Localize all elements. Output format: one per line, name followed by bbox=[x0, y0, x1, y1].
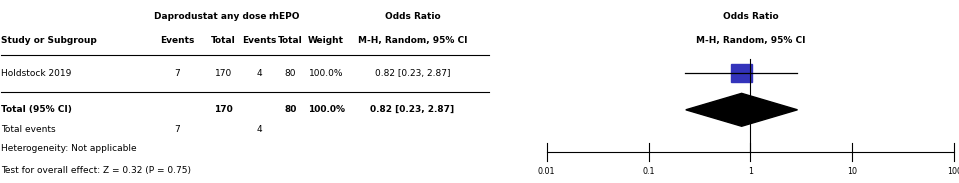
Text: Odds Ratio: Odds Ratio bbox=[722, 12, 779, 21]
Text: 170: 170 bbox=[214, 105, 233, 114]
Text: Events: Events bbox=[242, 36, 276, 45]
Text: 0.82 [0.23, 2.87]: 0.82 [0.23, 2.87] bbox=[375, 69, 450, 78]
Text: Total (95% CI): Total (95% CI) bbox=[1, 105, 72, 114]
Text: 100.0%: 100.0% bbox=[308, 105, 344, 114]
Text: 4: 4 bbox=[256, 69, 262, 78]
Text: Total: Total bbox=[278, 36, 303, 45]
Text: 0.82 [0.23, 2.87]: 0.82 [0.23, 2.87] bbox=[370, 105, 455, 114]
Bar bbox=[731, 64, 752, 82]
Text: 1: 1 bbox=[748, 167, 753, 175]
Text: Odds Ratio: Odds Ratio bbox=[385, 12, 440, 21]
Text: Total: Total bbox=[211, 36, 236, 45]
Text: Study or Subgroup: Study or Subgroup bbox=[1, 36, 97, 45]
Polygon shape bbox=[686, 93, 798, 126]
Text: 100: 100 bbox=[947, 167, 959, 175]
Text: Holdstock 2019: Holdstock 2019 bbox=[1, 69, 71, 78]
Text: 80: 80 bbox=[285, 69, 296, 78]
Text: M-H, Random, 95% CI: M-H, Random, 95% CI bbox=[695, 36, 806, 45]
Text: 10: 10 bbox=[848, 167, 857, 175]
Text: Daprodustat any dose: Daprodustat any dose bbox=[153, 12, 267, 21]
Text: 170: 170 bbox=[215, 69, 232, 78]
Text: M-H, Random, 95% CI: M-H, Random, 95% CI bbox=[358, 36, 467, 45]
Text: Weight: Weight bbox=[308, 36, 344, 45]
Text: 7: 7 bbox=[175, 69, 180, 78]
Text: 0.1: 0.1 bbox=[643, 167, 655, 175]
Text: 7: 7 bbox=[175, 125, 180, 135]
Text: 4: 4 bbox=[256, 125, 262, 135]
Text: 80: 80 bbox=[285, 105, 296, 114]
Text: rhEPO: rhEPO bbox=[269, 12, 300, 21]
Text: Total events: Total events bbox=[1, 125, 56, 135]
Text: 100.0%: 100.0% bbox=[309, 69, 343, 78]
Text: Test for overall effect: Z = 0.32 (P = 0.75): Test for overall effect: Z = 0.32 (P = 0… bbox=[1, 166, 191, 175]
Text: Events: Events bbox=[160, 36, 195, 45]
Text: Heterogeneity: Not applicable: Heterogeneity: Not applicable bbox=[1, 144, 136, 153]
Text: 0.01: 0.01 bbox=[538, 167, 555, 175]
